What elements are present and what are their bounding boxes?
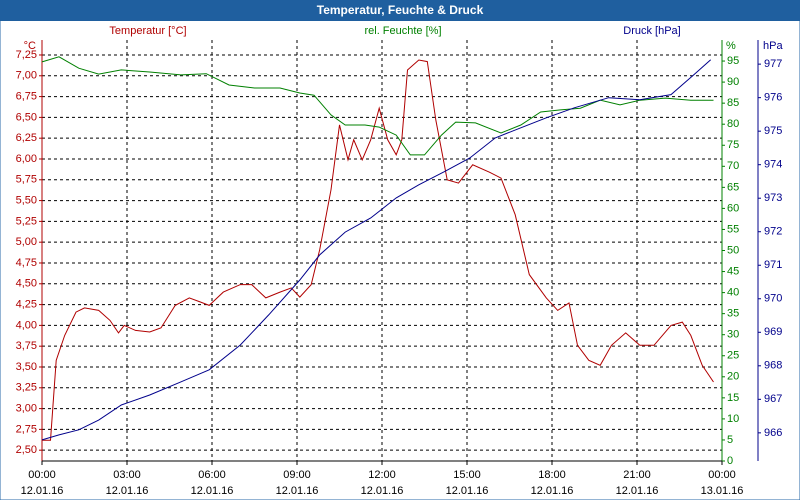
y3-tick-label: 974 (764, 159, 782, 171)
y2-tick-label: 95 (727, 55, 739, 67)
y-tick-label: 3,00 (16, 402, 37, 414)
y-tick-label: 4,00 (16, 319, 37, 331)
y2-tick-label: 0 (727, 455, 733, 467)
y-tick-label: 4,75 (16, 257, 37, 269)
y-tick-label: 3,50 (16, 361, 37, 373)
y-tick-label: 7,00 (16, 70, 37, 82)
y2-tick-label: 25 (727, 350, 739, 362)
y2-tick-label: 90 (727, 76, 739, 88)
y2-tick-label: 20 (727, 371, 739, 383)
y3-tick-label: 970 (764, 293, 782, 305)
x-tick-date: 12.01.16 (361, 485, 404, 497)
y-tick-label: 5,75 (16, 174, 37, 186)
axis-title: rel. Feuchte [%] (364, 25, 441, 37)
x-tick-label: 03:00 (113, 469, 141, 481)
series-line (41, 59, 712, 441)
series-line (41, 56, 714, 156)
x-tick-label: 12:00 (368, 469, 396, 481)
y2-tick-label: 45 (727, 265, 739, 277)
y2-tick-label: 85 (727, 97, 739, 109)
y-tick-label: 6,50 (16, 111, 37, 123)
y2-tick-label: 10 (727, 413, 739, 425)
y-tick-label: 6,00 (16, 153, 37, 165)
y2-tick-label: 35 (727, 308, 739, 320)
y-tick-label: 4,50 (16, 278, 37, 290)
x-tick-label: 00:00 (708, 469, 736, 481)
y2-tick-label: 5 (727, 434, 733, 446)
y2-tick-label: 75 (727, 139, 739, 151)
y2-tick-label: 55 (727, 223, 739, 235)
x-tick-label: 06:00 (198, 469, 226, 481)
axis-title: Druck [hPa] (623, 25, 680, 37)
x-tick-date: 12.01.16 (616, 485, 659, 497)
y2-tick-label: 65 (727, 181, 739, 193)
axis-title: Temperatur [°C] (109, 25, 186, 37)
y-tick-label: 5,25 (16, 215, 37, 227)
axis-unit: % (726, 40, 736, 52)
x-tick-label: 21:00 (623, 469, 651, 481)
x-tick-label: 15:00 (453, 469, 481, 481)
y-tick-label: 7,25 (16, 49, 37, 61)
y2-tick-label: 40 (727, 287, 739, 299)
y2-tick-label: 15 (727, 392, 739, 404)
y-tick-label: 6,25 (16, 132, 37, 144)
y2-tick-label: 70 (727, 160, 739, 172)
y3-tick-label: 977 (764, 58, 782, 70)
y2-tick-label: 60 (727, 202, 739, 214)
y-tick-label: 5,50 (16, 194, 37, 206)
x-tick-date: 12.01.16 (21, 485, 64, 497)
y3-tick-label: 971 (764, 259, 782, 271)
axis-unit: hPa (763, 40, 783, 52)
y-tick-label: 4,25 (16, 298, 37, 310)
y3-tick-label: 967 (764, 393, 782, 405)
title-bar (0, 0, 800, 21)
y3-tick-label: 973 (764, 192, 782, 204)
y3-tick-label: 968 (764, 360, 782, 372)
x-tick-label: 00:00 (28, 469, 56, 481)
y-tick-label: 5,00 (16, 236, 37, 248)
y-tick-label: 6,75 (16, 90, 37, 102)
x-tick-date: 12.01.16 (531, 485, 574, 497)
x-tick-date: 13.01.16 (701, 485, 744, 497)
x-tick-label: 09:00 (283, 469, 311, 481)
y3-tick-label: 972 (764, 226, 782, 238)
y3-tick-label: 976 (764, 92, 782, 104)
y3-tick-label: 969 (764, 326, 782, 338)
y-tick-label: 3,25 (16, 382, 37, 394)
y-tick-label: 2,75 (16, 423, 37, 435)
y2-tick-label: 80 (727, 118, 739, 130)
chart-title: Temperatur, Feuchte & Druck (317, 3, 484, 17)
x-tick-label: 18:00 (538, 469, 566, 481)
y3-tick-label: 975 (764, 125, 782, 137)
axis-unit: °C (24, 40, 36, 52)
x-tick-date: 12.01.16 (106, 485, 149, 497)
y2-tick-label: 50 (727, 244, 739, 256)
y-tick-label: 2,50 (16, 444, 37, 456)
y-tick-label: 3,75 (16, 340, 37, 352)
x-tick-date: 12.01.16 (276, 485, 319, 497)
x-tick-date: 12.01.16 (446, 485, 489, 497)
x-tick-date: 12.01.16 (191, 485, 234, 497)
series-line (42, 59, 714, 441)
y2-tick-label: 30 (727, 329, 739, 341)
y3-tick-label: 966 (764, 427, 782, 439)
